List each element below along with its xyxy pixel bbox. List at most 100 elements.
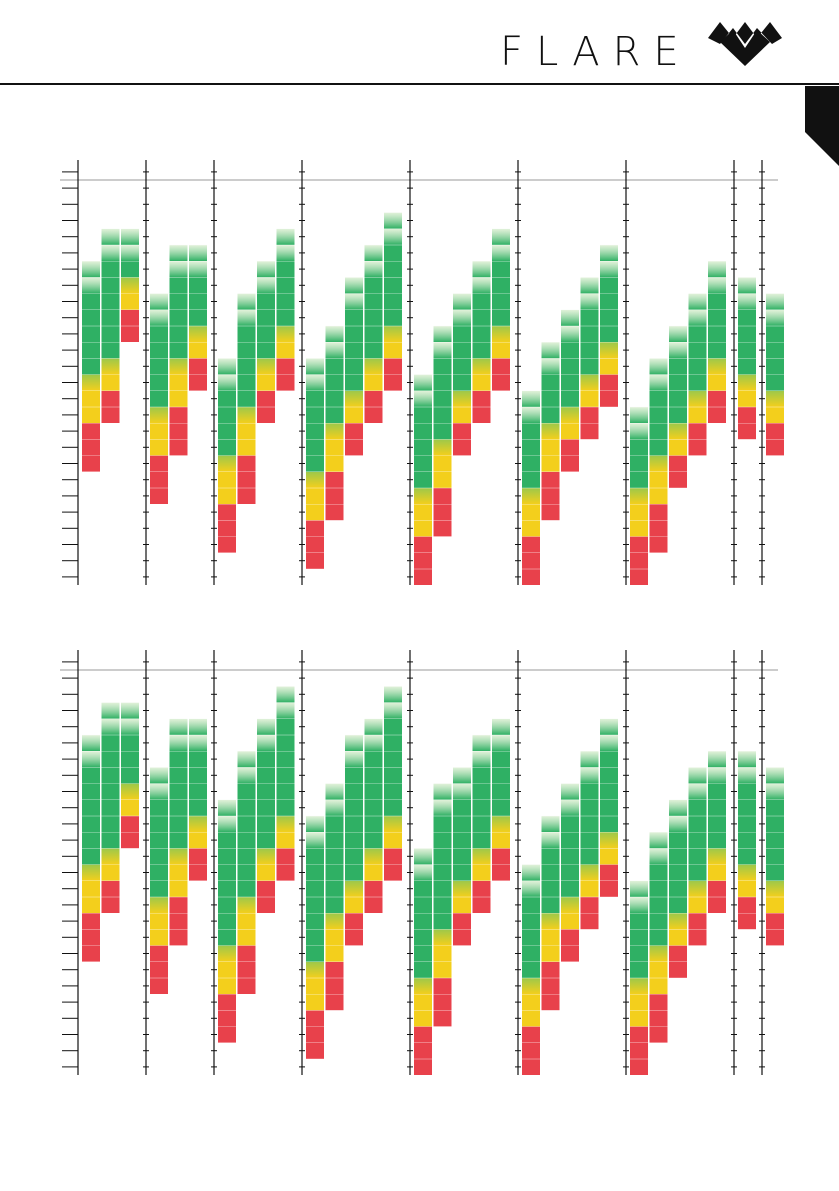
column-cell: [101, 293, 120, 310]
column-cell: [522, 568, 540, 585]
column-cell: [649, 390, 668, 407]
column-cell: [169, 293, 188, 310]
column-cell: [150, 864, 168, 881]
column-cell: [189, 325, 207, 342]
column-cell: [766, 880, 784, 897]
column-cell: [738, 390, 756, 407]
column-cell: [237, 977, 256, 994]
column-cell: [433, 832, 452, 849]
range-column: [630, 406, 648, 585]
column-cell: [472, 799, 491, 816]
range-column: [384, 212, 402, 391]
column-cell: [345, 880, 363, 897]
column-cell: [630, 1042, 648, 1059]
column-cell: [101, 228, 120, 245]
column-cell: [630, 406, 648, 423]
column-cell: [433, 799, 452, 816]
column-cell: [325, 832, 344, 849]
column-cell: [306, 945, 324, 962]
column-cell: [257, 751, 275, 768]
column-cell: [121, 815, 139, 832]
column-cell: [306, 880, 324, 897]
column-cell: [257, 261, 275, 278]
column-cell: [384, 374, 402, 391]
column-cell: [257, 309, 275, 326]
column-cell: [433, 977, 452, 994]
column-cell: [522, 504, 540, 521]
column-cell: [364, 244, 383, 261]
column-cell: [561, 325, 579, 342]
range-column: [630, 880, 648, 1075]
column-cell: [561, 913, 579, 930]
column-cell: [364, 325, 383, 342]
column-cell: [649, 471, 668, 488]
column-cell: [306, 913, 324, 930]
column-cell: [738, 783, 756, 800]
column-cell: [121, 702, 139, 719]
column-cell: [522, 864, 540, 881]
column-cell: [82, 374, 100, 391]
column-cell: [345, 913, 363, 930]
column-cell: [101, 390, 120, 407]
column-cell: [276, 815, 295, 832]
column-cell: [738, 374, 756, 391]
column-cell: [649, 880, 668, 897]
column-cell: [522, 929, 540, 946]
column-cell: [364, 896, 383, 913]
column-cell: [708, 406, 726, 423]
column-cell: [433, 929, 452, 946]
column-cell: [541, 929, 560, 946]
column-cell: [345, 783, 363, 800]
column-cell: [414, 504, 432, 521]
column-cell: [541, 880, 560, 897]
column-cell: [325, 994, 344, 1011]
column-cell: [669, 799, 687, 816]
column-cell: [218, 423, 236, 440]
column-cell: [237, 896, 256, 913]
column-cell: [472, 342, 491, 359]
column-cell: [738, 406, 756, 423]
column-cell: [630, 929, 648, 946]
column-cell: [561, 929, 579, 946]
column-cell: [630, 455, 648, 472]
column-cell: [325, 945, 344, 962]
column-cell: [766, 767, 784, 784]
column-cell: [237, 848, 256, 865]
column-cell: [561, 439, 579, 456]
column-cell: [433, 471, 452, 488]
column-cell: [580, 896, 599, 913]
column-cell: [306, 390, 324, 407]
column-cell: [384, 767, 402, 784]
column-cell: [472, 864, 491, 881]
column-cell: [433, 961, 452, 978]
column-cell: [121, 751, 139, 768]
column-cell: [561, 896, 579, 913]
column-cell: [600, 880, 618, 897]
column-cell: [325, 864, 344, 881]
column-cell: [237, 767, 256, 784]
column-cell: [708, 358, 726, 375]
column-cell: [541, 864, 560, 881]
column-cell: [345, 374, 363, 391]
column-cell: [237, 374, 256, 391]
column-cell: [101, 342, 120, 359]
column-cell: [708, 309, 726, 326]
column-cell: [189, 783, 207, 800]
column-cell: [738, 309, 756, 326]
column-cell: [150, 325, 168, 342]
column-cell: [630, 487, 648, 504]
column-cell: [218, 1026, 236, 1043]
column-cell: [306, 832, 324, 849]
column-cell: [649, 896, 668, 913]
column-cell: [325, 504, 344, 521]
column-cell: [561, 799, 579, 816]
column-cell: [433, 520, 452, 537]
column-cell: [276, 228, 295, 245]
column-cell: [169, 261, 188, 278]
column-cell: [218, 358, 236, 375]
column-cell: [189, 358, 207, 375]
column-cell: [688, 799, 707, 816]
column-cell: [169, 342, 188, 359]
column-cell: [541, 423, 560, 440]
range-column: [306, 357, 324, 569]
